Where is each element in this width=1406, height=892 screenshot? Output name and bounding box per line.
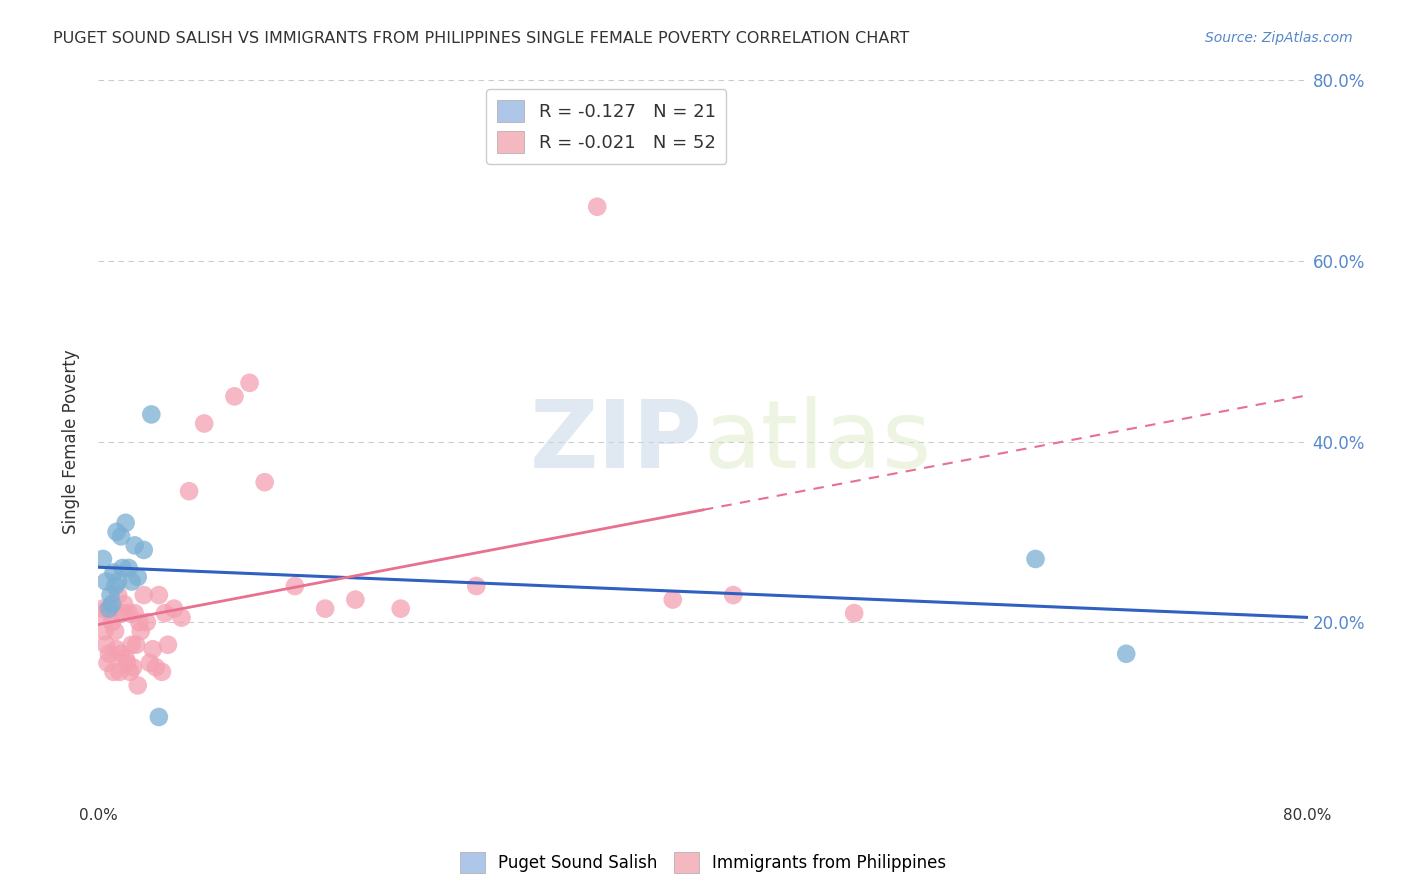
Point [105,642,128,657]
Point [100,588,122,602]
Point [101,597,124,611]
Point [98,647,121,661]
Point [193,417,215,431]
Point [124,606,146,620]
Text: PUGET SOUND SALISH VS IMMIGRANTS FROM PHILIPPINES SINGLE FEMALE POVERTY CORRELAT: PUGET SOUND SALISH VS IMMIGRANTS FROM PH… [53,31,910,46]
Point [150,665,173,679]
Y-axis label: Single Female Poverty: Single Female Poverty [62,350,80,533]
Point [90,606,112,620]
Point [170,610,193,624]
Point [111,561,134,575]
Point [118,606,141,620]
Point [105,524,128,539]
Point [114,516,136,530]
Point [111,606,134,620]
Point [121,638,143,652]
Point [135,615,157,630]
Point [139,656,162,670]
Point [107,588,129,602]
Point [124,538,146,552]
Point [98,601,121,615]
Point [132,588,155,602]
Point [1115,647,1137,661]
Point [163,601,186,615]
Point [110,529,132,543]
Point [93,624,115,639]
Point [128,615,150,630]
Point [118,561,141,575]
Point [108,665,131,679]
Point [132,542,155,557]
Point [661,592,683,607]
Point [179,484,201,499]
Point [112,597,135,611]
Point [94,638,117,652]
Point [127,570,149,584]
Point [110,647,132,661]
Point [153,606,176,620]
Point [100,606,122,620]
Text: ZIP: ZIP [530,395,703,488]
Legend: R = -0.127   N = 21, R = -0.021   N = 52: R = -0.127 N = 21, R = -0.021 N = 52 [486,89,727,164]
Point [141,408,163,422]
Point [314,601,336,615]
Point [107,574,129,589]
Point [253,475,276,490]
Point [127,678,149,692]
Point [239,376,262,390]
Point [101,615,124,630]
Point [465,579,488,593]
Point [104,624,127,639]
Point [96,656,118,670]
Point [91,552,114,566]
Point [114,651,136,665]
Text: Source: ZipAtlas.com: Source: ZipAtlas.com [1205,31,1353,45]
Point [389,601,412,615]
Point [224,389,246,403]
Legend: Puget Sound Salish, Immigrants from Philippines: Puget Sound Salish, Immigrants from Phil… [453,846,953,880]
Point [142,642,165,657]
Point [103,665,125,679]
Point [104,579,127,593]
Point [91,601,114,615]
Point [148,588,170,602]
Point [120,665,142,679]
Point [94,574,117,589]
Point [344,592,367,607]
Point [148,710,170,724]
Point [1024,552,1046,566]
Point [125,638,148,652]
Point [103,566,125,580]
Point [121,574,143,589]
Point [284,579,307,593]
Point [129,624,152,639]
Point [844,606,866,620]
Point [122,660,145,674]
Text: atlas: atlas [703,395,931,488]
Point [145,660,167,674]
Point [115,656,138,670]
Point [586,200,609,214]
Point [156,638,179,652]
Point [723,588,745,602]
